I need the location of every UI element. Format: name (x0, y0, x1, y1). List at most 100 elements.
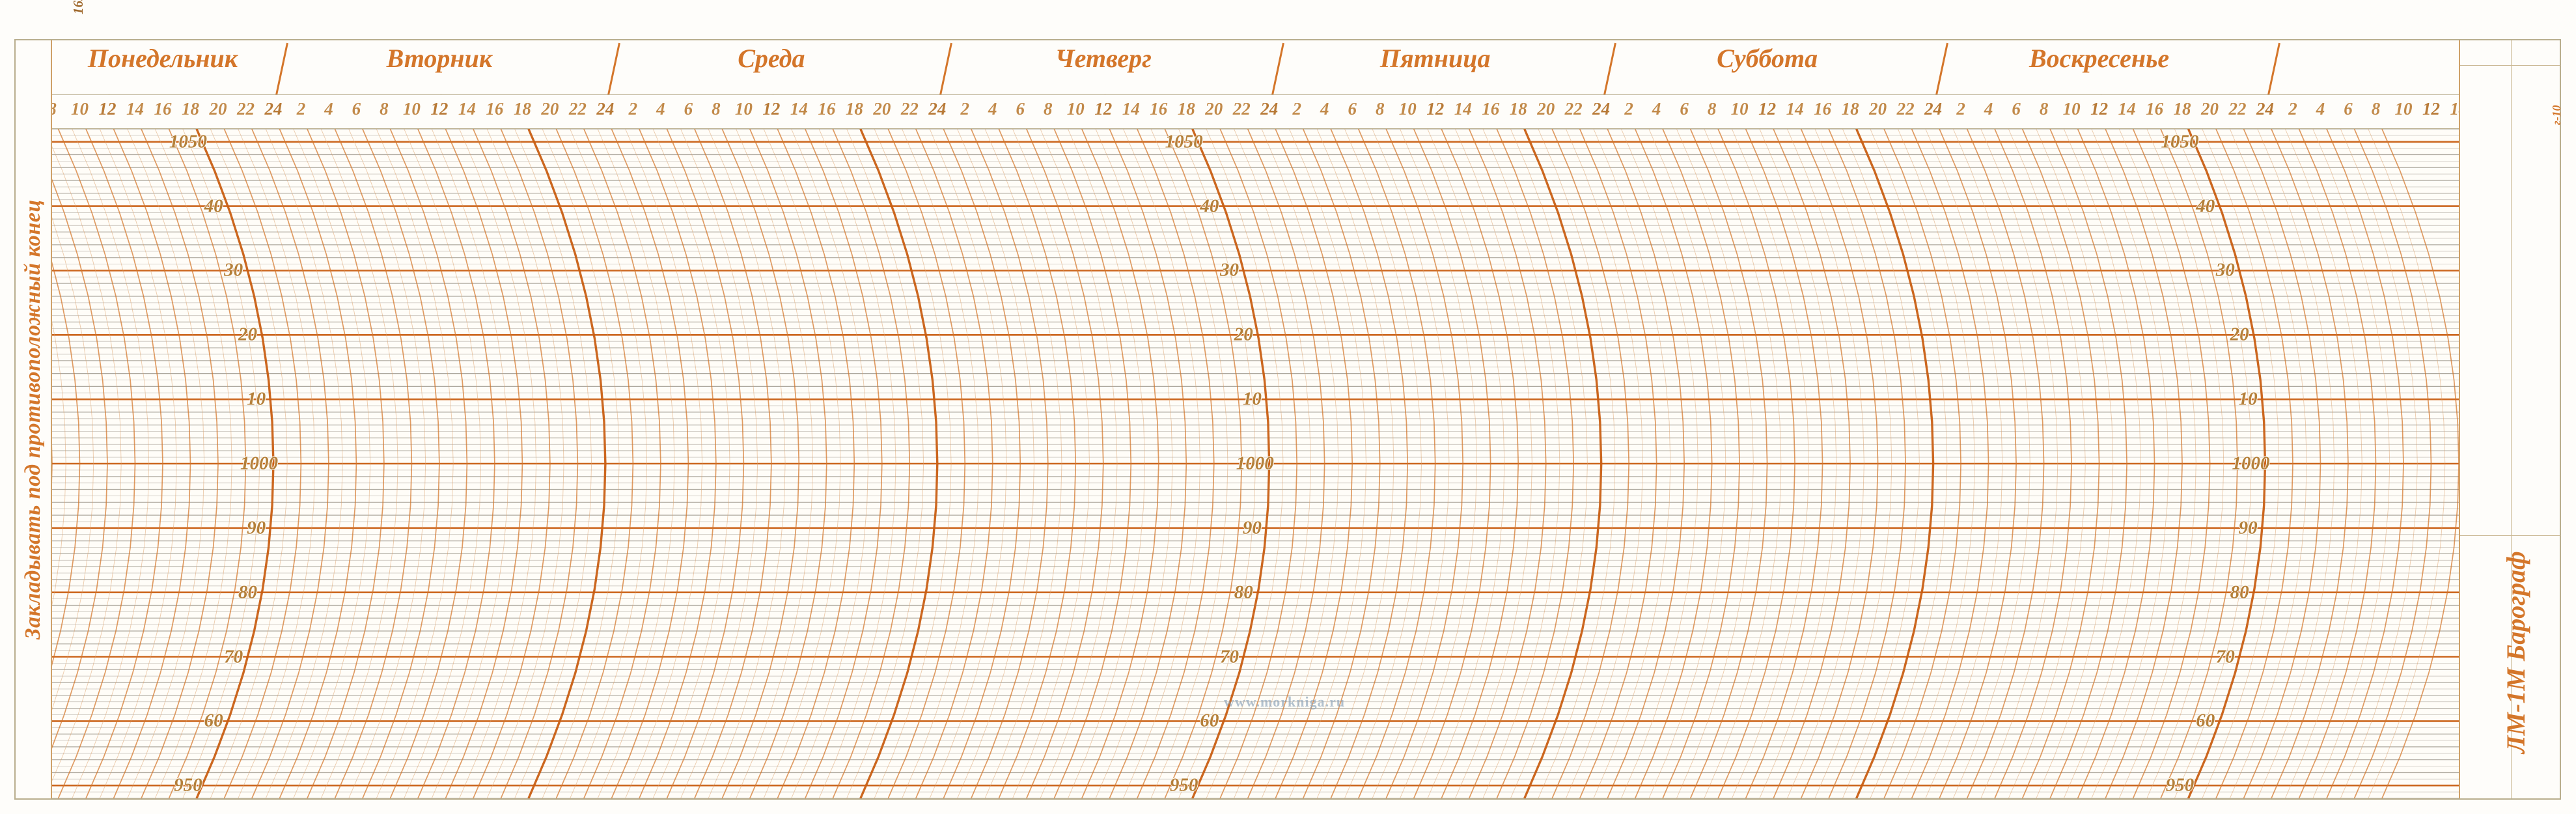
gridline-time-minor (1468, 129, 1547, 798)
gridline-time-minor (500, 129, 579, 798)
gridline-time-fine (1870, 129, 1948, 798)
gridline-time-fine (1482, 129, 1560, 798)
hour-tick-label: 6 (1016, 99, 1025, 119)
hour-tick-label: 12 (1094, 99, 1113, 119)
gridline-time-fine (1123, 129, 1200, 798)
hour-tick-label: 14 (458, 99, 476, 119)
gridline-time-minor (1883, 129, 1961, 798)
hour-tick-label: 2 (1292, 99, 1301, 119)
hour-tick-label: 12 (1426, 99, 1445, 119)
gridline-time-minor (57, 129, 136, 798)
gridline-time-minor (251, 129, 329, 798)
gridline-time-fine (1620, 129, 1698, 798)
gridline-time-fine (2257, 129, 2335, 798)
gridline-time-minor (1634, 129, 1713, 798)
gridline-time-midnight (527, 129, 607, 798)
gridline-time-fine (72, 129, 150, 798)
gridline-time-fine (238, 129, 316, 798)
hour-tick-label: 8 (52, 99, 57, 119)
gridline-time-minor (2160, 129, 2238, 798)
gridline-time-minor (1330, 129, 1409, 798)
gridline-time-minor (583, 129, 661, 798)
hour-tick-label: 4 (1652, 99, 1661, 119)
gridline-time-minor (1137, 129, 1215, 798)
hour-tick-label: 6 (1680, 99, 1689, 119)
hour-tick-label: 14 (1786, 99, 1804, 119)
hour-tick-label: 14 (1454, 99, 1472, 119)
hour-tick-label: 8 (2371, 99, 2381, 119)
hour-tick-label: 10 (734, 99, 753, 119)
hour-tick-label: 8 (2039, 99, 2049, 119)
hour-tick-label: 8 (712, 99, 721, 119)
gridline-time-minor (1441, 129, 1519, 798)
hour-tick-label: 18 (1177, 99, 1195, 119)
gridline-time-minor (417, 129, 495, 798)
gridline-time-fine (1510, 129, 1588, 798)
gridline-time-fine (1980, 129, 2058, 798)
gridline-time-fine (2229, 129, 2307, 798)
hour-tick-label: 22 (900, 99, 919, 119)
gridline-time-fine (708, 129, 786, 798)
hour-tick-label: 24 (596, 99, 615, 119)
midnight-separator-6 (2265, 42, 2280, 94)
gridline-time-minor (639, 129, 717, 798)
gridline-time-fine (818, 129, 896, 798)
hour-tick-label: 22 (2228, 99, 2247, 119)
gridline-time-fine (2312, 129, 2390, 798)
gridline-time-minor (2326, 129, 2404, 798)
left-caption-text: Закладывать под противоположный конец (21, 199, 45, 639)
hour-tick-label: 22 (568, 99, 587, 119)
hour-tick-label: 4 (324, 99, 333, 119)
gridline-time-fine (2174, 129, 2252, 798)
gridline-time-fine (1704, 129, 1782, 798)
gridline-time-fine (2146, 129, 2224, 798)
hour-tick-label: 2 (960, 99, 970, 119)
gridline-time-minor (555, 129, 634, 798)
gridline-time-fine (1012, 129, 1090, 798)
gridline-time-fine (1676, 129, 1754, 798)
gridline-time-minor (1607, 129, 1685, 798)
gridline-time-minor (1689, 129, 1768, 798)
gridline-time-fine (1400, 129, 1477, 798)
hour-tick-label: 18 (1509, 99, 1527, 119)
hour-tick-label: 12 (2422, 99, 2440, 119)
gridline-time-fine (763, 129, 841, 798)
gridline-time-fine (791, 129, 869, 798)
hour-tick-label: 20 (1205, 99, 1223, 119)
gridline-time-fine (1731, 129, 1809, 798)
gridline-time-fine (1068, 129, 1145, 798)
gridline-time-minor (1413, 129, 1491, 798)
gridline-time-minor (1053, 129, 1132, 798)
gridline-time-minor (666, 129, 745, 798)
gridline-time-fine (542, 129, 620, 798)
gridline-time-minor (749, 129, 827, 798)
gridline-time-midnight (1523, 129, 1603, 798)
gridline-time-minor (52, 178, 108, 749)
gridline-time-minor (832, 129, 911, 798)
gridline-time-minor (1219, 129, 1298, 798)
hour-tick-label: 18 (181, 99, 199, 119)
gridline-time-fine (736, 129, 814, 798)
right-top-code-text: 16.9 (70, 0, 86, 14)
gridline-time-fine (2118, 129, 2196, 798)
gridline-time-fine (376, 129, 454, 798)
gridline-time-minor (971, 129, 1049, 798)
hour-tick-label: 16 (486, 99, 504, 119)
gridline-time-minor (1081, 129, 1159, 798)
gridline-time-minor (1579, 129, 1657, 798)
gridline-time-fine (1316, 129, 1394, 798)
gridline-time-minor (1496, 129, 1575, 798)
gridline-time-fine (1234, 129, 1311, 798)
hour-tick-label: 22 (1896, 99, 1915, 119)
gridline-time-fine (2091, 129, 2169, 798)
gridline-time-minor (721, 129, 800, 798)
hour-tick-label: 10 (2062, 99, 2081, 119)
gridline-time-minor (1275, 129, 1353, 798)
gridline-time-minor (2105, 129, 2183, 798)
gridline-time-fine (652, 129, 730, 798)
hour-tick-label: 20 (2201, 99, 2219, 119)
gridline-time-minor (1109, 129, 1187, 798)
gridline-time-fine (431, 129, 509, 798)
gridline-time-fine (1178, 129, 1256, 798)
gridline-time-fine (1538, 129, 1616, 798)
